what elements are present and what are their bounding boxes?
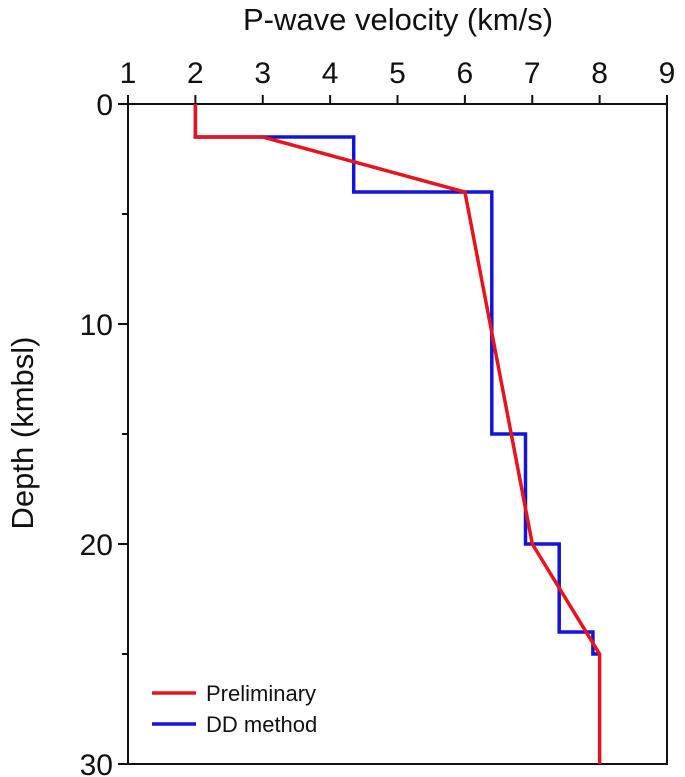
y-tick-label: 30 — [80, 749, 113, 777]
y-tick-label: 20 — [80, 529, 113, 562]
legend-label-preliminary: Preliminary — [206, 681, 316, 706]
x-tick-label: 4 — [322, 57, 339, 90]
x-tick-label: 9 — [659, 57, 676, 90]
chart-title: P-wave velocity (km/s) — [243, 2, 553, 37]
y-tick-label: 10 — [80, 309, 113, 342]
x-tick-label: 5 — [389, 57, 406, 90]
x-axis: 1 2 3 4 5 6 7 8 9 — [120, 57, 676, 104]
x-tick-label: 7 — [524, 57, 541, 90]
series-line-dd-method — [193, 104, 600, 656]
y-tick-label: 0 — [96, 89, 113, 122]
legend-label-dd-method: DD method — [206, 712, 317, 737]
x-tick-label: 3 — [254, 57, 271, 90]
x-tick-label: 6 — [457, 57, 474, 90]
y-axis-label: Depth (kmbsl) — [5, 337, 40, 530]
plot-area — [127, 103, 668, 765]
plot-frame — [127, 103, 668, 765]
x-tick-label: 8 — [591, 57, 608, 90]
legend: Preliminary DD method — [152, 681, 317, 737]
x-tick-label: 2 — [187, 57, 204, 90]
series-layer — [193, 104, 602, 764]
x-tick-label: 1 — [120, 57, 137, 90]
series-line-preliminary — [193, 104, 602, 764]
y-axis: 0 10 20 30 — [80, 89, 128, 777]
